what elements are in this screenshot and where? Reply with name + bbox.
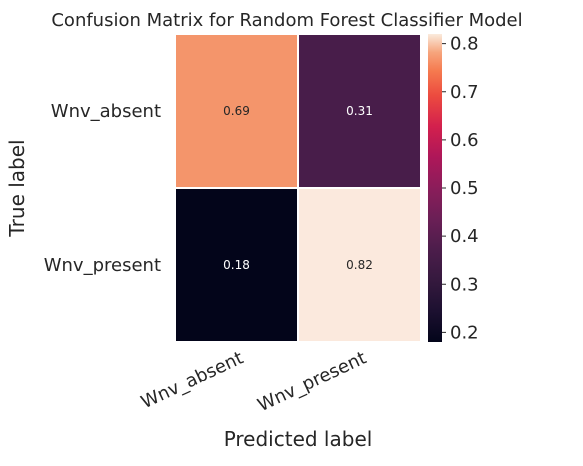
cell-value-label: 0.82 — [346, 258, 373, 272]
y-axis-label: True label — [5, 139, 29, 237]
y-tick-label: Wnv_absent — [51, 101, 161, 122]
colorbar-tick-label: 0.4 — [450, 226, 479, 247]
colorbar-tick-label: 0.7 — [450, 82, 479, 103]
y-tick-label: Wnv_present — [44, 255, 161, 276]
cell-value-label: 0.18 — [223, 258, 250, 272]
cell-value-label: 0.31 — [346, 104, 373, 118]
colorbar-tick-label: 0.8 — [450, 34, 479, 55]
x-axis-label: Predicted label — [224, 427, 373, 451]
colorbar-tick-label: 0.2 — [450, 322, 479, 343]
colorbar-ticks: 0.2 0.3 0.4 0.5 0.6 0.7 0.8 — [442, 34, 479, 343]
heatmap-cells — [174, 33, 422, 343]
x-tick-labels: Wnv_absent Wnv_present — [138, 347, 370, 416]
colorbar-tick-label: 0.6 — [450, 130, 479, 151]
x-tick-label: Wnv_present — [254, 347, 369, 416]
heatmap-cell-0-0 — [174, 33, 299, 189]
chart-title: Confusion Matrix for Random Forest Class… — [51, 10, 522, 31]
cell-value-label: 0.69 — [223, 104, 250, 118]
heatmap-value-labels: 0.69 0.31 0.18 0.82 — [223, 104, 373, 272]
heatmap-cell-1-0 — [174, 187, 299, 343]
colorbar — [428, 34, 442, 342]
heatmap-cell-1-1 — [297, 187, 422, 343]
colorbar-tick-label: 0.3 — [450, 274, 479, 295]
heatmap-cell-0-1 — [297, 33, 422, 189]
y-tick-labels: Wnv_absent Wnv_present — [44, 101, 161, 276]
colorbar-tick-label: 0.5 — [450, 178, 479, 199]
x-tick-label: Wnv_absent — [138, 347, 247, 413]
